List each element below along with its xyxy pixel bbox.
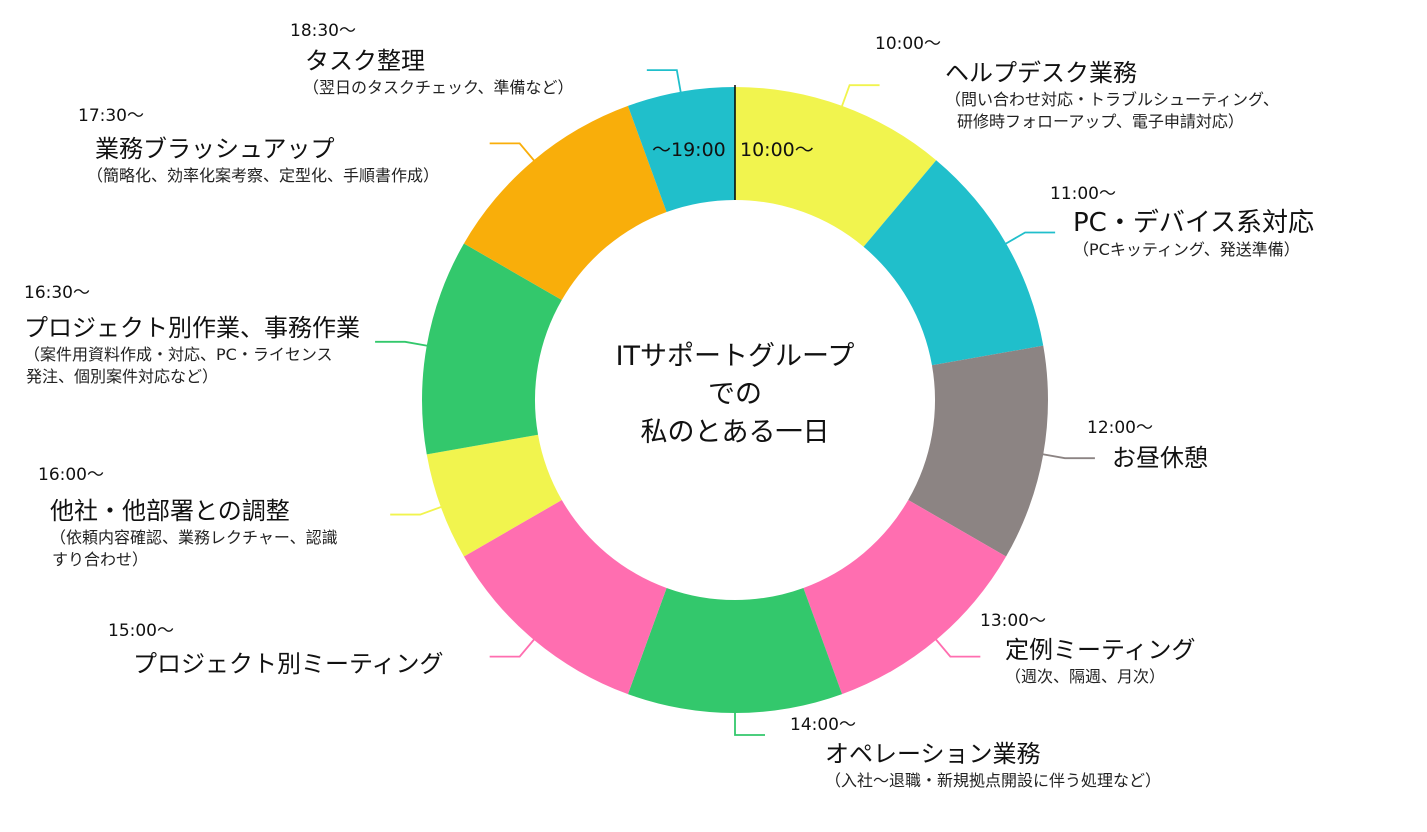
leader-line [934, 637, 981, 658]
annotation-detail: すり合わせ） [52, 550, 149, 569]
annotation-name: ヘルプデスク業務 [945, 59, 1137, 87]
annotation-project-work-body: プロジェクト別作業、事務作業 （案件用資料作成・対応、PC・ライセンス 発注、個… [24, 312, 360, 388]
center-title-line2: での [708, 379, 762, 410]
annotation-time: 10:00～ [875, 34, 941, 54]
annotation-detail: （案件用資料作成・対応、PC・ライセンス [24, 345, 333, 364]
leader-line [734, 711, 765, 736]
leader-line [489, 637, 536, 658]
annotation-name: お昼休憩 [1112, 444, 1208, 472]
donut-segment [627, 87, 735, 213]
annotation-coordination: 16:00～ [38, 464, 104, 486]
annotation-detail: （依頼内容確認、業務レクチャー、認識 [50, 528, 338, 547]
leader-line [1041, 453, 1095, 460]
annotation-project-work: 16:30～ [24, 282, 90, 304]
leader-line [375, 340, 429, 347]
donut-segment [422, 243, 562, 455]
annotation-name: 定例ミーティング [1005, 636, 1196, 664]
annotation-time: 16:30～ [24, 283, 90, 303]
donut-segment [463, 500, 667, 695]
donut-segment [627, 587, 843, 713]
annotation-name: プロジェクト別ミーティング [133, 650, 444, 678]
annotation-helpdesk-body: ヘルプデスク業務 （問い合わせ対応・トラブルシューティング、 研修時フォローアッ… [945, 57, 1279, 133]
annotation-detail: （翌日のタスクチェック、準備など） [303, 78, 574, 97]
annotation-time: 16:00～ [38, 465, 104, 485]
donut-segments [422, 87, 1048, 713]
annotation-time: 11:00～ [1050, 184, 1116, 204]
center-title: ITサポートグループ での 私のとある一日 [585, 338, 885, 452]
annotation-lunch: 12:00～ [1087, 417, 1153, 439]
annotation-brushup-body: 業務ブラッシュアップ （簡略化、効率化案考察、定型化、手順書作成） [87, 133, 439, 187]
annotation-name: オペレーション業務 [825, 740, 1041, 768]
leader-line [390, 505, 444, 516]
donut-segment [735, 87, 937, 247]
annotation-operations-body: オペレーション業務 （入社～退職・新規拠点開設に伴う処理など） [825, 738, 1161, 792]
annotation-coordination-body: 他社・他部署との調整 （依頼内容確認、業務レクチャー、認識 すり合わせ） [50, 495, 338, 571]
annotation-project-meeting: 15:00～ [108, 620, 174, 642]
end-time-label: ～19:00 [652, 139, 726, 161]
annotation-name: PC・デバイス系対応 [1073, 208, 1315, 238]
leader-line [646, 69, 682, 94]
annotation-name: プロジェクト別作業、事務作業 [24, 314, 360, 342]
annotation-helpdesk: 10:00～ [875, 33, 941, 55]
annotation-name: タスク整理 [305, 47, 425, 75]
annotation-time: 14:00～ [790, 715, 856, 735]
annotation-detail: （週次、隔週、月次） [1005, 667, 1166, 686]
center-title-line1: ITサポートグループ [615, 341, 855, 372]
annotation-task-organization-body: タスク整理 （翌日のタスクチェック、準備など） [303, 45, 574, 99]
start-time-label: 10:00～ [740, 139, 814, 161]
annotation-time: 17:30～ [78, 106, 144, 126]
donut-segment [803, 500, 1007, 695]
annotation-task-organization: 18:30～ [290, 20, 356, 42]
leader-lines [375, 69, 1095, 736]
annotation-operations: 14:00～ [790, 714, 856, 736]
annotation-lunch-body: お昼休憩 [1112, 442, 1208, 474]
annotation-detail: 発注、個別案件対応など） [26, 367, 219, 386]
annotation-regular-meeting-body: 定例ミーティング （週次、隔週、月次） [1005, 634, 1196, 688]
annotation-detail: 研修時フォローアップ、電子申請対応） [957, 112, 1244, 131]
leader-line [840, 84, 880, 109]
annotation-pc-device-body: PC・デバイス系対応 （PCキッティング、発送準備） [1073, 207, 1314, 261]
donut-segment [463, 105, 667, 300]
annotation-regular-meeting: 13:00～ [980, 610, 1046, 632]
annotation-project-meeting-body: プロジェクト別ミーティング [133, 648, 444, 680]
annotation-name: 業務ブラッシュアップ [95, 135, 335, 163]
annotation-time: 13:00～ [980, 611, 1046, 631]
annotation-detail: （簡略化、効率化案考察、定型化、手順書作成） [87, 166, 440, 185]
annotation-time: 18:30～ [290, 21, 356, 41]
donut-segment [426, 434, 562, 557]
leader-line [489, 142, 536, 163]
annotation-detail: （PCキッティング、発送準備） [1073, 240, 1300, 259]
annotation-time: 12:00～ [1087, 418, 1153, 438]
annotation-name: 他社・他部署との調整 [50, 497, 290, 525]
donut-segment [863, 160, 1044, 366]
annotation-detail: （問い合わせ対応・トラブルシューティング、 [945, 90, 1279, 109]
annotation-detail: （入社～退職・新規拠点開設に伴う処理など） [825, 771, 1162, 790]
center-title-line3: 私のとある一日 [640, 417, 830, 448]
annotation-time: 15:00～ [108, 621, 174, 641]
annotation-brushup: 17:30～ [78, 105, 144, 127]
donut-segment [908, 345, 1048, 557]
annotation-pc-device: 11:00～ [1050, 183, 1116, 205]
leader-line [1003, 231, 1056, 246]
